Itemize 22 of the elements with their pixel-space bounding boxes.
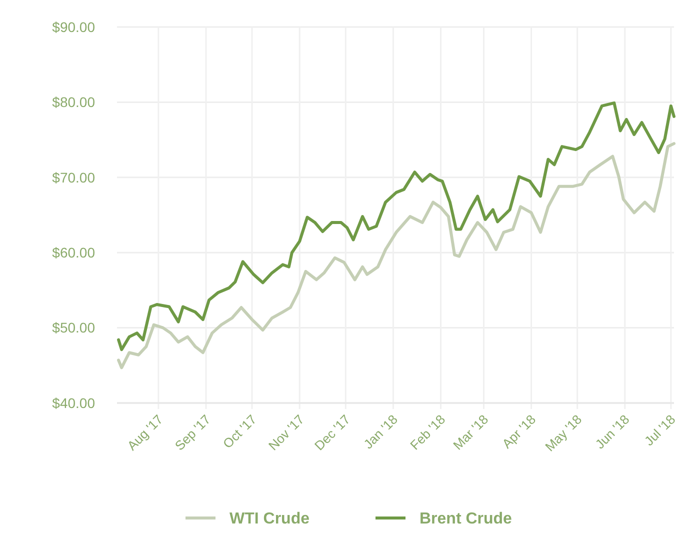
x-tick-label: Mar '18 — [450, 412, 492, 453]
line-series — [117, 101, 676, 352]
x-tick-label: Feb '18 — [407, 412, 448, 453]
x-tick-label: Jan '18 — [360, 412, 401, 452]
x-tick-label: Oct '17 — [220, 412, 260, 452]
y-tick-label: $80.00 — [52, 94, 96, 110]
y-tick-label: $60.00 — [52, 244, 96, 260]
legend-label: Brent Crude — [420, 510, 512, 528]
x-tick-label: Jun '18 — [592, 412, 632, 452]
y-tick-label: $70.00 — [52, 169, 96, 186]
x-tick-label: May '18 — [542, 412, 585, 454]
legend-label: WTI Crude — [230, 510, 310, 528]
x-tick-label: Nov '17 — [265, 412, 307, 454]
line-series — [117, 142, 676, 370]
x-tick-label: Sep '17 — [172, 412, 214, 454]
y-tick-label: $40.00 — [52, 394, 96, 411]
x-tick-label: Aug '17 — [124, 412, 166, 454]
x-tick-label: Jul '18 — [641, 412, 678, 449]
x-tick-label: Dec '17 — [311, 412, 353, 454]
x-tick-label: Apr '18 — [499, 412, 539, 452]
y-tick-label: $50.00 — [52, 320, 96, 336]
y-tick-label: $90.00 — [52, 18, 96, 35]
